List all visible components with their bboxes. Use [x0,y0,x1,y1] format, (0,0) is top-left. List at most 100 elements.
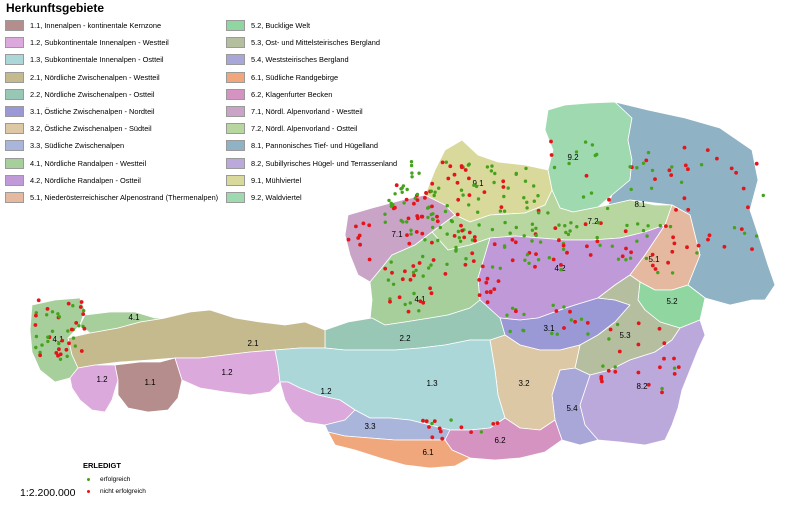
region-label: 1.2 [221,368,233,377]
success-point [474,184,479,189]
fail-point [722,244,727,249]
success-point [732,226,737,230]
legend-swatch [226,37,245,49]
fail-point [671,235,675,240]
fail-point [452,234,457,238]
region-1-2-west [69,364,119,413]
success-point [645,234,649,238]
fail-point [459,223,463,228]
success-point [568,229,572,233]
fail-point [477,293,482,297]
fail-point [514,309,518,314]
fail-point [67,341,71,346]
fail-point [707,233,712,238]
region-label: 1.2 [320,387,332,396]
status-success-label: erfolgreich [100,476,131,483]
success-point [555,332,559,336]
success-point [668,224,673,229]
legend-item: 8.2, Subillyrisches Hügel- und Terrassen… [226,155,397,172]
success-point [607,337,611,341]
success-point [624,258,628,262]
fail-point [551,257,556,262]
success-point [590,143,595,147]
success-point [443,209,448,214]
fail-point [430,204,434,209]
fail-point [346,237,351,242]
region-label: 3.2 [518,379,530,388]
fail-point [411,264,416,268]
fail-point [406,216,411,221]
fail-point [460,228,465,233]
legend-label: 4.1, Nördliche Randalpen - Westteil [30,158,147,168]
region-4-1-west [29,297,86,383]
legend-label: 7.1, Nördl. Alpenvorland - Westteil [251,107,363,117]
fail-point [669,173,674,178]
success-point [567,161,571,166]
success-point [695,251,699,255]
success-point [742,231,747,235]
legend-item: 6.2, Klagenfurter Becken [226,86,397,103]
fail-point [662,341,667,346]
success-point [635,239,639,243]
fail-point [424,419,429,424]
success-point [522,196,526,200]
success-point [505,313,509,317]
legend-title: Herkunftsgebiete [6,1,105,15]
fail-point [57,347,61,352]
success-point [409,228,413,232]
fail-point [667,168,672,173]
success-point [546,211,550,215]
success-point [536,194,540,198]
region-label: 2.2 [399,334,411,343]
success-point [534,233,538,238]
success-point [457,236,461,240]
fail-point [81,312,86,316]
fail-point [415,214,420,218]
success-point [433,190,437,194]
success-point [559,268,563,272]
success-point [502,194,506,199]
fail-point [496,279,501,283]
status-success-row: erfolgreich [87,476,130,483]
fail-point [34,313,38,318]
region-label: 6.1 [422,448,434,457]
fail-point [583,222,588,227]
success-point [57,341,61,346]
success-point [417,309,421,313]
success-point [421,274,425,278]
fail-point [561,243,566,248]
success-point [429,263,433,267]
success-point [410,175,414,179]
success-point [506,186,510,190]
fail-point [674,208,678,212]
success-point [401,220,405,224]
fail-point [354,224,358,229]
fail-point [406,309,411,314]
success-point [646,150,651,155]
success-point [409,160,414,164]
success-point [534,226,538,230]
legend-swatch [226,106,245,118]
success-point [537,211,541,215]
success-point [670,271,675,275]
fail-point [670,249,675,254]
fail-point [388,299,392,304]
fail-point [606,368,611,373]
legend-label: 8.1, Pannonisches Tief- und Hügelland [251,141,378,151]
success-point [387,198,391,203]
legend-item: 1.1, Innenalpen - kontinentale Kernzone [5,17,218,34]
fail-point [715,156,719,161]
legend-label: 3.1, Östliche Zwischenalpen - Nordteil [30,107,155,117]
success-point [761,193,765,198]
success-point [472,183,476,187]
success-point [400,190,404,194]
success-point [391,282,396,286]
fail-point [462,235,467,240]
fail-point [686,167,690,172]
success-point [628,165,632,169]
fail-point [662,356,666,361]
legend-swatch [226,157,245,169]
success-point [508,329,512,334]
success-point [754,234,759,238]
success-point [427,205,431,209]
